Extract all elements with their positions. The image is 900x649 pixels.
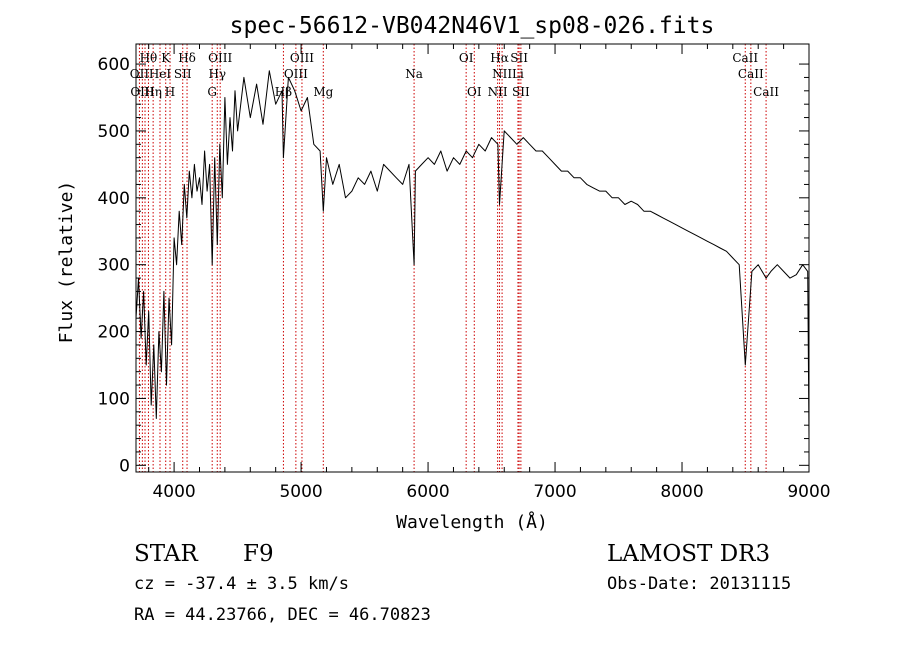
object-class: STAR xyxy=(134,541,198,567)
line-label-7: SII xyxy=(510,51,528,65)
line-label-13: OIII xyxy=(284,67,308,81)
x-tick-label-5: 9000 xyxy=(787,482,830,502)
x-axis-label: Wavelength (Å) xyxy=(396,511,548,533)
y-tick-label-4: 400 xyxy=(98,189,130,209)
y-tick-label-5: 500 xyxy=(98,122,130,142)
x-tick-label-2: 6000 xyxy=(406,482,449,502)
line-label-24: OI xyxy=(467,85,482,99)
line-label-25: NII xyxy=(488,85,508,99)
line-label-22: Hβ xyxy=(275,85,292,99)
y-tick-label-6: 600 xyxy=(98,55,130,75)
line-label-19: Hη xyxy=(144,85,162,99)
y-tick-label-1: 100 xyxy=(98,389,130,409)
y-tick-label-2: 200 xyxy=(98,323,130,343)
y-tick-label-3: 300 xyxy=(98,256,130,276)
survey-name: LAMOST DR3 xyxy=(607,541,770,567)
redshift-velocity: cz = -37.4 ± 3.5 km/s xyxy=(134,574,349,594)
line-label-15: NII xyxy=(492,67,512,81)
line-label-4: OIII xyxy=(290,51,314,65)
plot-frame xyxy=(135,43,810,473)
line-label-6: Hα xyxy=(490,51,509,65)
line-label-10: HeI xyxy=(149,67,172,81)
x-tick-label-4: 8000 xyxy=(660,482,703,502)
y-axis-label: Flux (relative) xyxy=(56,181,77,344)
line-label-26: SII xyxy=(512,85,530,99)
line-label-21: G xyxy=(207,85,217,99)
y-tick-label-0: 0 xyxy=(119,456,130,476)
line-label-1: K xyxy=(161,51,171,65)
line-label-14: Na xyxy=(405,67,423,81)
line-label-18: OIII xyxy=(130,85,154,99)
line-label-8: CaII xyxy=(732,51,758,65)
x-tick-label-3: 7000 xyxy=(533,482,576,502)
coordinates: RA = 44.23766, DEC = 46.70823 xyxy=(134,605,431,625)
spectrum-line-0 xyxy=(135,70,810,439)
spectral-line-markers xyxy=(138,44,767,472)
line-label-9: OII xyxy=(130,67,150,81)
line-label-11: SII xyxy=(174,67,192,81)
line-label-0: Hθ xyxy=(140,51,158,65)
line-label-27: CaII xyxy=(753,85,779,99)
x-tick-label-1: 5000 xyxy=(279,482,322,502)
line-label-17: CaII xyxy=(738,67,764,81)
line-label-2: Hδ xyxy=(178,51,196,65)
x-tick-label-0: 4000 xyxy=(152,482,195,502)
line-label-3: OIII xyxy=(208,51,232,65)
observation-date: Obs-Date: 20131115 xyxy=(607,574,791,594)
line-label-23: Mg xyxy=(313,85,333,99)
object-subclass: F9 xyxy=(243,541,274,567)
line-label-20: H xyxy=(165,85,175,99)
spectrum-series xyxy=(135,70,810,439)
chart-title: spec-56612-VB042N46V1_sp08-026.fits xyxy=(230,13,715,39)
line-label-12: Hγ xyxy=(208,67,226,81)
line-label-5: OI xyxy=(459,51,474,65)
line-label-16: Li xyxy=(512,67,524,81)
axis-ticks: 4000 5000 6000 7000 8000 9000 0 100 200 300 400 500… xyxy=(98,44,831,502)
